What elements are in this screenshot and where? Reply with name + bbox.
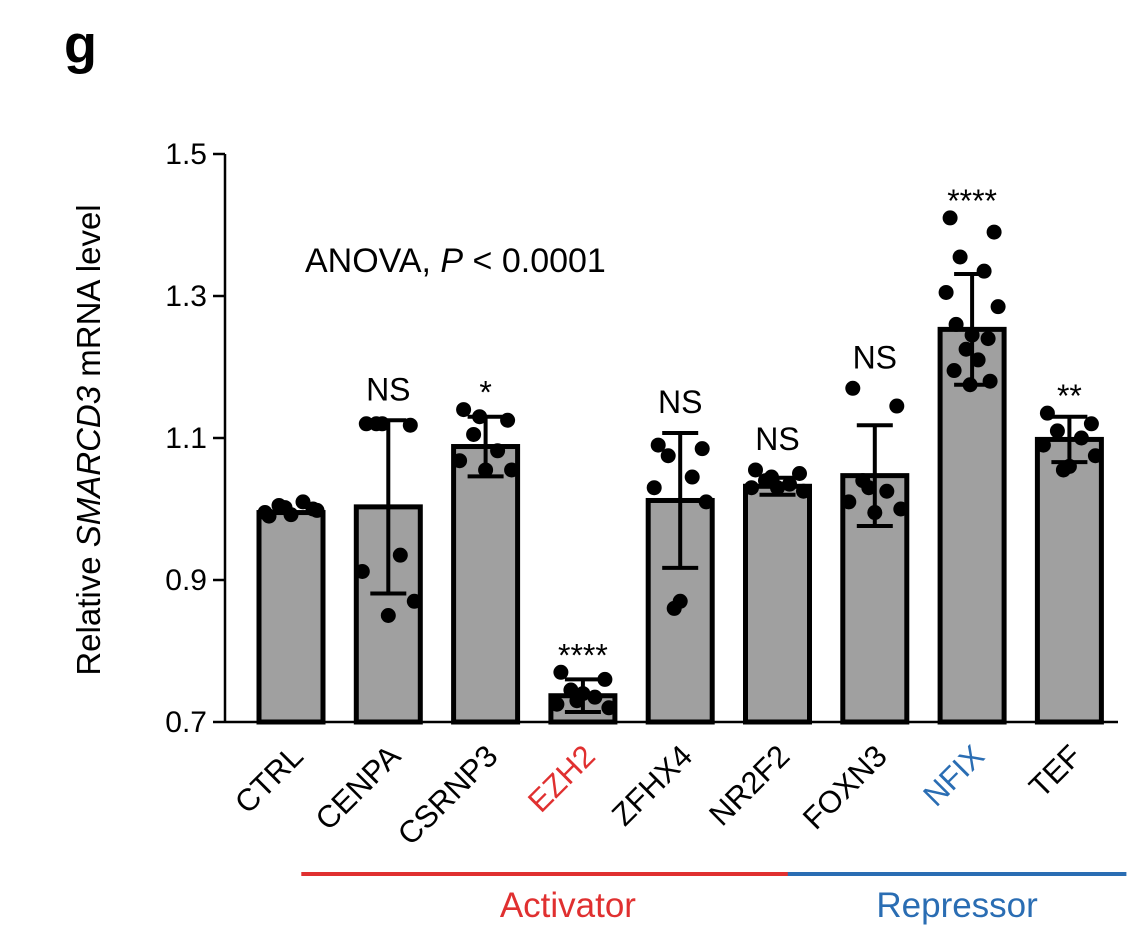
category-label: ZFHX4 <box>605 738 699 832</box>
data-point <box>500 412 516 428</box>
y-tick-label: 1.3 <box>165 280 207 313</box>
data-point <box>782 476 797 492</box>
significance-label: NS <box>366 371 410 407</box>
data-point <box>986 224 1002 240</box>
data-point <box>1087 448 1103 464</box>
data-point <box>354 563 370 579</box>
data-point <box>1039 405 1055 421</box>
data-point <box>406 593 422 609</box>
data-point <box>646 480 662 496</box>
category-label: EZH2 <box>521 738 602 819</box>
data-point <box>889 398 905 414</box>
data-point <box>792 466 807 481</box>
data-point <box>452 453 468 469</box>
group-label: Activator <box>500 886 636 925</box>
significance-label: ** <box>1057 378 1082 414</box>
y-tick-label: 0.7 <box>165 706 207 739</box>
data-point <box>650 437 666 453</box>
y-tick-label: 0.9 <box>165 564 207 597</box>
y-axis-label: Relative SMARCD3 mRNA level <box>70 204 107 675</box>
data-point <box>1073 430 1089 446</box>
category-label: NFIX <box>916 738 991 813</box>
data-point <box>666 600 682 616</box>
data-point <box>893 501 909 517</box>
significance-label: NS <box>658 384 702 420</box>
data-point <box>861 480 877 496</box>
data-point <box>569 693 585 709</box>
data-point <box>942 210 958 226</box>
error-bars-layer <box>370 271 1088 715</box>
data-point <box>1055 462 1071 478</box>
y-tick-label: 1.5 <box>165 138 207 171</box>
data-point <box>952 249 968 265</box>
axes-layer: 0.7 0.9 1.1 1.3 1.5 <box>165 138 1118 739</box>
significance-label: NS <box>755 421 799 457</box>
data-point <box>392 547 408 563</box>
data-point <box>456 402 472 418</box>
data-point <box>490 443 506 459</box>
data-point <box>948 316 964 332</box>
category-label: TEF <box>1022 738 1088 804</box>
significance-label: NS <box>853 339 897 375</box>
data-point <box>380 608 396 623</box>
significance-label: * <box>479 375 491 411</box>
data-point <box>257 505 273 521</box>
bar <box>1034 436 1104 725</box>
bar <box>451 444 521 725</box>
data-point <box>553 664 569 680</box>
panel-letter: g <box>64 15 97 75</box>
significance-label: **** <box>558 637 608 673</box>
data-point <box>698 494 714 510</box>
data-point <box>277 500 293 516</box>
data-point <box>1083 416 1099 432</box>
data-point <box>748 462 763 478</box>
data-point <box>976 263 992 279</box>
data-point <box>970 352 986 368</box>
category-label: NR2F2 <box>702 738 796 832</box>
data-point <box>958 341 974 357</box>
data-point <box>295 494 311 510</box>
category-label: FOXN3 <box>796 738 894 836</box>
data-point <box>980 331 996 347</box>
anova-annotation: ANOVA, P < 0.0001 <box>305 242 606 280</box>
data-point <box>549 696 565 712</box>
significance-label: **** <box>947 183 997 219</box>
data-point <box>587 689 603 705</box>
group-label: Repressor <box>876 886 1038 925</box>
data-point <box>938 284 954 300</box>
y-tick-label: 1.1 <box>165 422 207 455</box>
points-layer <box>257 210 1103 716</box>
data-point <box>1049 423 1065 439</box>
bar <box>743 483 812 725</box>
data-point <box>744 480 759 496</box>
data-point <box>946 363 962 379</box>
data-point <box>845 380 861 396</box>
data-point <box>694 441 710 457</box>
data-point <box>660 448 676 464</box>
data-point <box>1035 437 1051 453</box>
data-point <box>684 469 700 485</box>
category-label: CTRL <box>228 738 310 820</box>
data-point <box>504 462 520 478</box>
data-point <box>796 483 811 499</box>
category-label: CSRNP3 <box>391 738 505 852</box>
data-point <box>841 494 857 510</box>
data-point <box>990 299 1006 315</box>
groups-layer: Activator Repressor <box>301 872 1127 925</box>
data-point <box>601 700 617 716</box>
data-point <box>309 502 325 518</box>
data-point <box>597 671 613 687</box>
data-point <box>879 483 895 499</box>
data-point <box>466 426 482 442</box>
category-label: CENPA <box>309 738 408 837</box>
bar <box>256 510 326 725</box>
data-point <box>402 417 418 433</box>
